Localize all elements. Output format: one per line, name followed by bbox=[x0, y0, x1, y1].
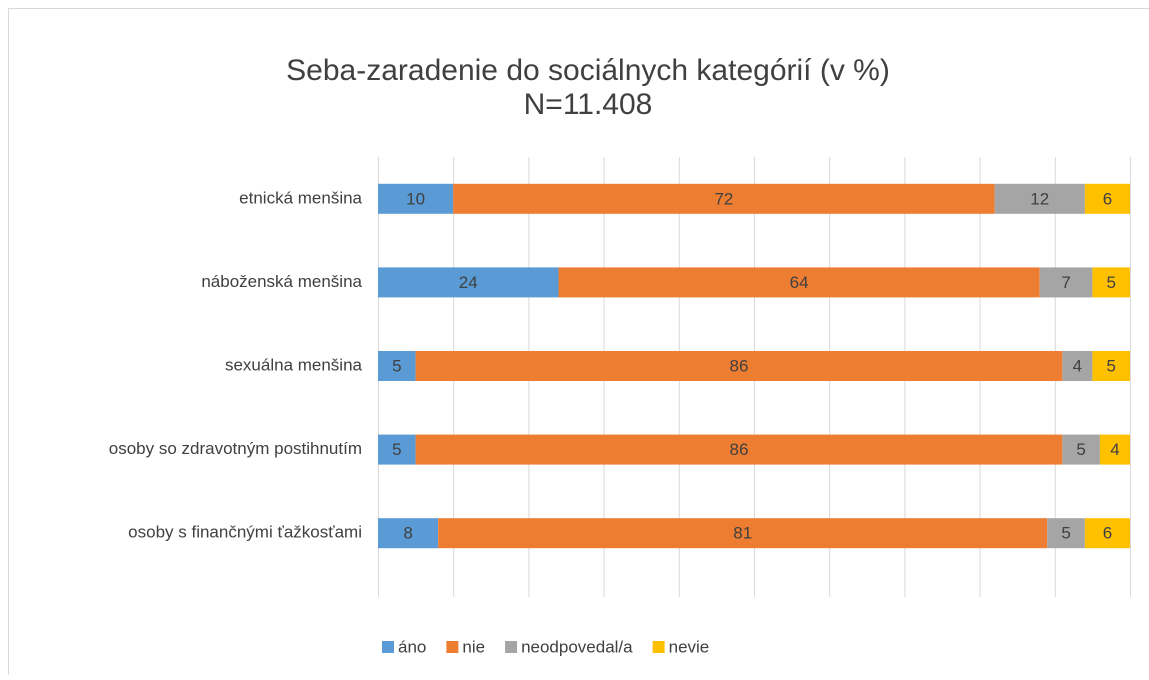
data-label: 5 bbox=[392, 440, 401, 459]
legend-label: neodpovedal/a bbox=[521, 637, 633, 656]
data-label: 5 bbox=[1061, 524, 1070, 543]
data-label: 5 bbox=[1106, 273, 1115, 292]
data-label: 4 bbox=[1110, 440, 1119, 459]
legend-swatch bbox=[505, 641, 517, 653]
data-label: 4 bbox=[1073, 356, 1082, 375]
y-tick-label: etnická menšina bbox=[239, 188, 362, 207]
data-label: 5 bbox=[392, 356, 401, 375]
y-tick-label: náboženská menšina bbox=[201, 272, 362, 291]
y-tick-label: osoby so zdravotným postihnutím bbox=[109, 439, 362, 458]
data-label: 8 bbox=[403, 524, 412, 543]
chart-title: Seba-zaradenie do sociálnych kategórií (… bbox=[286, 54, 890, 87]
legend-label: nevie bbox=[669, 637, 710, 656]
data-label: 72 bbox=[714, 189, 733, 208]
data-label: 5 bbox=[1106, 356, 1115, 375]
data-label: 6 bbox=[1103, 524, 1112, 543]
legend-label: áno bbox=[398, 637, 426, 656]
data-label: 86 bbox=[729, 440, 748, 459]
legend-label: nie bbox=[462, 637, 485, 656]
legend-swatch bbox=[382, 641, 394, 653]
y-tick-label: osoby s finančnými ťažkosťami bbox=[128, 523, 362, 542]
legend-swatch bbox=[653, 641, 665, 653]
data-label: 64 bbox=[790, 273, 809, 292]
data-label: 5 bbox=[1076, 440, 1085, 459]
data-label: 7 bbox=[1061, 273, 1070, 292]
chart-subtitle: N=11.408 bbox=[524, 88, 653, 121]
data-label: 6 bbox=[1103, 189, 1112, 208]
data-label: 24 bbox=[459, 273, 478, 292]
data-label: 81 bbox=[733, 524, 752, 543]
data-label: 10 bbox=[406, 189, 425, 208]
data-label: 86 bbox=[729, 356, 748, 375]
data-label: 12 bbox=[1030, 189, 1049, 208]
legend-swatch bbox=[446, 641, 458, 653]
y-tick-label: sexuálna menšina bbox=[225, 355, 363, 374]
